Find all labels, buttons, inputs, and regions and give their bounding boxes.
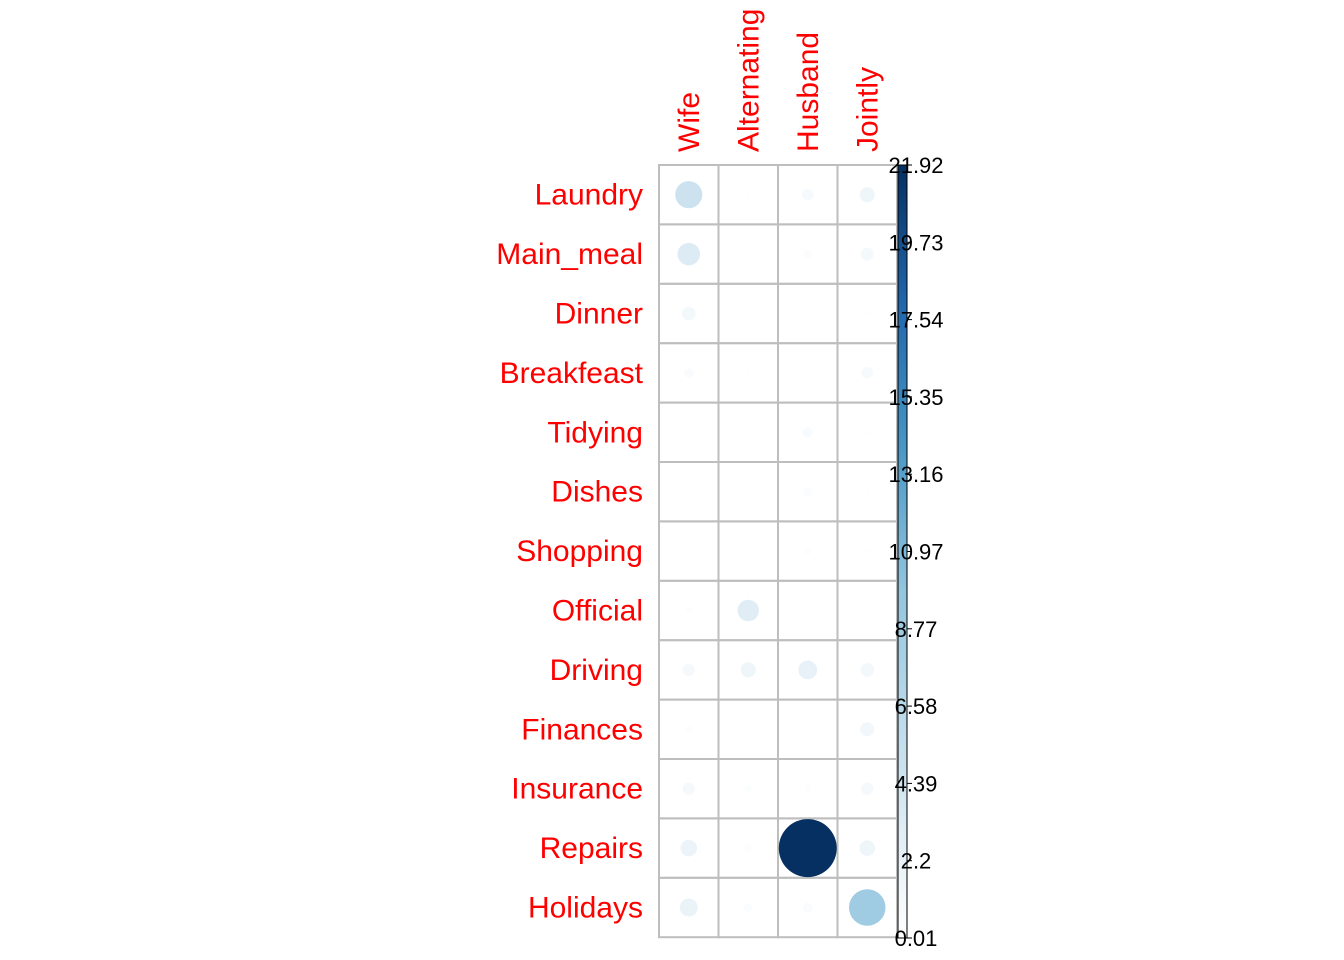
row-label: Driving <box>550 654 643 687</box>
column-label: Alternating <box>732 9 765 152</box>
data-circle <box>683 368 694 378</box>
data-circle <box>740 662 756 678</box>
grid <box>658 164 898 939</box>
row-labels: Laundry Main_meal Dinner Breakfeast Tidying D… <box>496 179 643 925</box>
row-label: Dinner <box>555 298 643 331</box>
data-circle <box>803 487 813 497</box>
data-circle <box>737 599 759 622</box>
legend-tick-label: 13.16 <box>888 462 943 487</box>
data-circle <box>745 370 752 376</box>
legend-tick-label: 21.92 <box>888 153 943 178</box>
row-label: Insurance <box>511 773 643 806</box>
data-circle <box>803 249 813 259</box>
row-label: Main_meal <box>496 238 643 271</box>
data-circle <box>802 902 813 913</box>
grid-cell <box>717 282 779 345</box>
data-circle <box>680 839 698 857</box>
data-circle <box>865 608 870 613</box>
data-circle <box>677 242 700 266</box>
data-circle <box>859 840 876 856</box>
data-circle <box>861 367 874 379</box>
legend-tick-label: 6.58 <box>895 694 938 719</box>
row-label: Shopping <box>516 535 643 568</box>
column-labels: Wife Alternating Husband Jointly <box>673 9 885 152</box>
data-circle <box>746 192 751 197</box>
row-label: Breakfeast <box>500 357 644 390</box>
row-label: Dishes <box>551 476 643 509</box>
row-label: Official <box>552 595 643 628</box>
data-circle <box>804 547 812 555</box>
grid-cell <box>717 698 779 760</box>
data-circle <box>682 663 695 677</box>
grid-cell <box>658 401 720 464</box>
column-label: Jointly <box>851 67 884 152</box>
data-circle <box>861 782 874 795</box>
data-circle <box>806 609 810 612</box>
grid-cell <box>658 461 720 523</box>
legend-tick-label: 15.35 <box>888 385 943 410</box>
column-label: Husband <box>792 32 825 152</box>
data-circle <box>859 187 875 203</box>
legend-tick-label: 8.77 <box>895 617 938 642</box>
data-circle <box>685 607 693 614</box>
data-circle <box>860 663 875 677</box>
data-circle <box>805 370 810 375</box>
grid-cell <box>658 520 720 582</box>
legend-tick-label: 2.2 <box>901 849 932 874</box>
data-circle <box>848 889 886 926</box>
data-circle <box>682 782 695 795</box>
legend-tick-label: 4.39 <box>895 771 938 796</box>
data-circle <box>744 784 753 793</box>
legend-tick-label: 17.54 <box>888 308 943 333</box>
row-label: Finances <box>521 713 643 746</box>
row-label: Repairs <box>540 832 643 865</box>
data-circle <box>804 785 812 793</box>
data-circle <box>746 490 750 494</box>
data-circle <box>675 181 703 209</box>
row-label: Laundry <box>535 179 643 212</box>
row-label: Tidying <box>547 416 643 449</box>
data-circle <box>685 725 693 733</box>
grid-cell <box>777 698 839 760</box>
column-label: Wife <box>673 92 706 152</box>
data-circle <box>864 310 871 317</box>
legend-tick-label: 19.73 <box>888 230 943 255</box>
row-label: Holidays <box>528 892 643 925</box>
data-circle <box>802 427 813 438</box>
grid-cell <box>836 876 898 939</box>
data-circle <box>798 660 818 680</box>
data-circle <box>860 247 874 261</box>
grid-cell <box>717 520 779 582</box>
legend-tick-label: 10.97 <box>888 540 943 565</box>
data-circle <box>864 429 871 436</box>
data-circle <box>681 306 696 321</box>
data-circle <box>743 903 753 912</box>
data-circle <box>801 188 814 201</box>
data-circle <box>679 898 698 917</box>
data-circle <box>778 819 837 878</box>
circles <box>675 181 886 926</box>
data-circle <box>864 548 871 554</box>
data-circle <box>864 488 871 495</box>
data-circle <box>744 844 753 853</box>
grid-cell <box>717 223 779 285</box>
data-circle <box>804 310 811 317</box>
grid-cell <box>717 401 779 464</box>
data-circle <box>860 722 875 737</box>
legend-tick-label: 0.01 <box>895 926 938 951</box>
color-legend: 21.92 19.73 17.54 15.35 13.16 10.97 8.77 6.58 4.… <box>888 153 943 951</box>
